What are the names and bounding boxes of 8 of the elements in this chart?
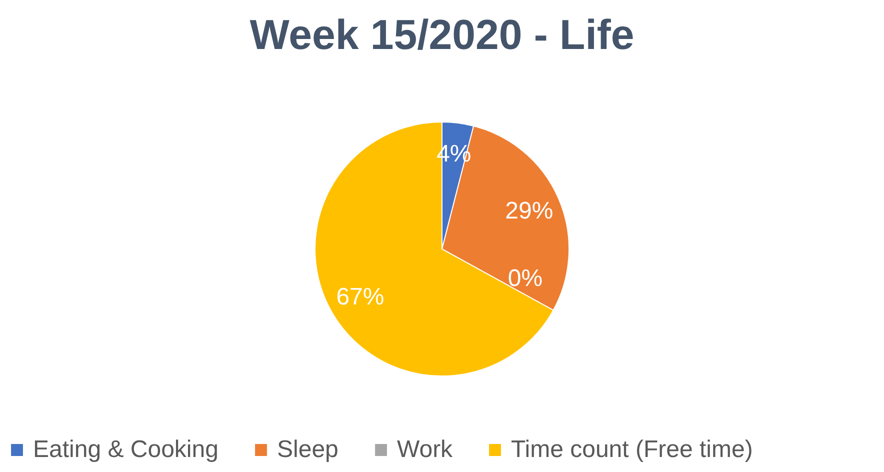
legend-label: Sleep	[277, 436, 338, 463]
legend-label: Work	[397, 436, 454, 463]
legend-label: Eating & Cooking	[33, 436, 218, 463]
data-label: 67%	[336, 283, 384, 310]
data-label: 29%	[505, 197, 554, 224]
chart-title: Week 15/2020 - Life	[250, 11, 634, 58]
legend-label: Time count (Free time)	[511, 436, 753, 463]
text: 0%	[508, 264, 543, 292]
